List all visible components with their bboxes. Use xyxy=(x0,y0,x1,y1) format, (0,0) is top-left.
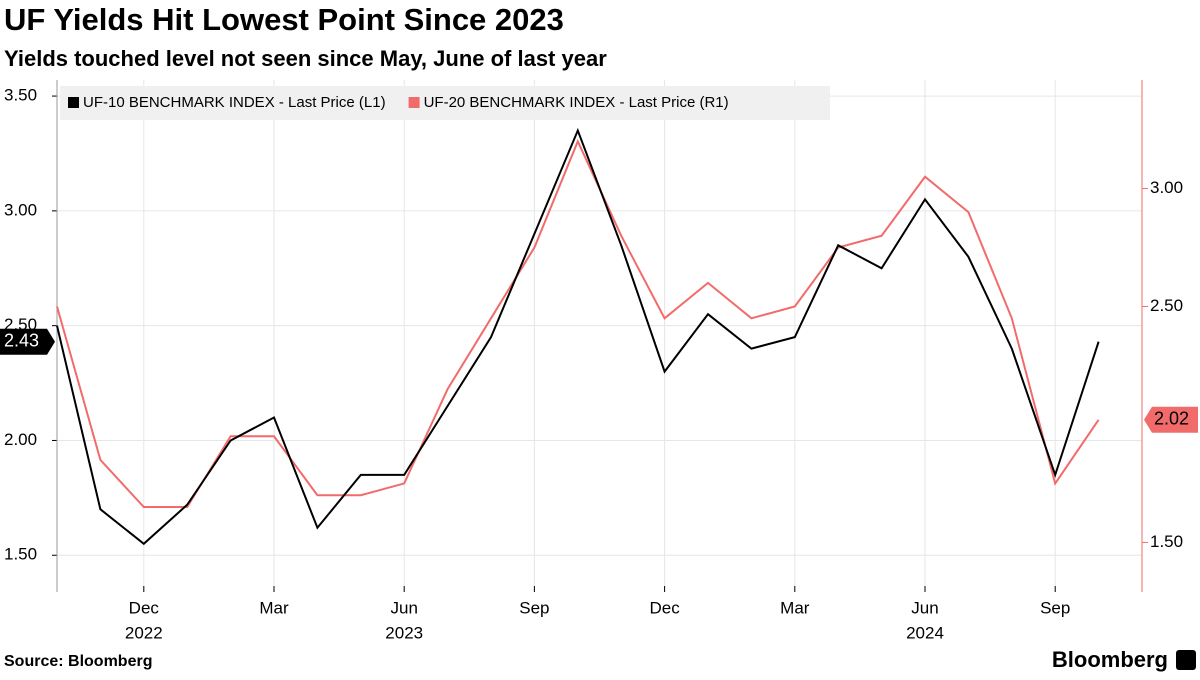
source: Source: Bloomberg xyxy=(4,653,152,670)
x-tick-label: Mar xyxy=(780,598,810,617)
x-tick-label: Jun xyxy=(390,598,417,617)
y-tick-label: 1.50 xyxy=(4,545,37,564)
x-tick-label: Sep xyxy=(1040,598,1070,617)
series-line xyxy=(56,127,1100,546)
y2-tick-label: 1.50 xyxy=(1150,532,1183,551)
y-tick-label: 3.50 xyxy=(4,86,37,105)
x-tick-label: Jun xyxy=(911,598,938,617)
x-tick-label: Mar xyxy=(259,598,289,617)
last-value-label: 2.43 xyxy=(4,330,39,350)
legend-label: UF-10 BENCHMARK INDEX - Last Price (L1) xyxy=(83,94,386,111)
x-year-label: 2023 xyxy=(385,623,423,642)
brand-icon xyxy=(1176,650,1196,670)
legend-swatch xyxy=(68,97,79,108)
y-tick-label: 2.00 xyxy=(4,430,37,449)
chart-title: UF Yields Hit Lowest Point Since 2023 xyxy=(4,2,564,37)
brand: Bloomberg xyxy=(1052,647,1168,672)
y-tick-label: 3.00 xyxy=(4,200,37,219)
legend-box xyxy=(60,86,830,120)
legend-swatch xyxy=(408,97,420,108)
y2-tick-label: 2.50 xyxy=(1150,296,1183,315)
y2-tick-label: 3.00 xyxy=(1150,178,1183,197)
chart-subtitle: Yields touched level not seen since May,… xyxy=(4,46,607,71)
last-value-flag xyxy=(0,328,55,355)
legend-label: UF-20 BENCHMARK INDEX - Last Price (R1) xyxy=(424,94,729,111)
x-tick-label: Dec xyxy=(649,598,680,617)
x-tick-label: Dec xyxy=(129,598,160,617)
series-line xyxy=(56,138,1100,509)
x-year-label: 2024 xyxy=(906,623,944,642)
last-value-label: 2.02 xyxy=(1154,409,1189,429)
x-tick-label: Sep xyxy=(519,598,549,617)
x-year-label: 2022 xyxy=(125,623,163,642)
last-value-flag xyxy=(1144,406,1198,433)
